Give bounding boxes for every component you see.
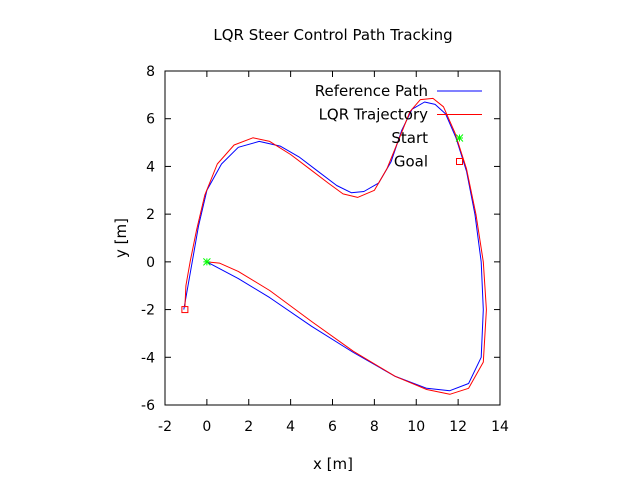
series-lines: [183, 97, 487, 395]
legend-swatch-goal: [456, 158, 463, 165]
point-goal: [181, 306, 189, 314]
point-start: [203, 258, 211, 266]
y-tick-label: 0: [146, 255, 155, 271]
series-line-lqr-trajectory: [184, 97, 487, 395]
x-axis-title: x [m]: [313, 455, 353, 473]
x-tick-label: -2: [158, 419, 172, 435]
x-tick-label: 2: [244, 419, 253, 435]
x-tick-label: 6: [328, 419, 337, 435]
x-tick-label: 10: [407, 419, 425, 435]
legend: Reference Path LQR Trajectory Start Goal: [315, 82, 482, 171]
legend-label-goal: Goal: [394, 153, 428, 171]
x-tick-label: 12: [449, 419, 467, 435]
x-tick-label: 4: [286, 419, 295, 435]
x-tick-label: 14: [491, 419, 509, 435]
y-tick-label: 8: [146, 64, 155, 80]
y-tick-label: -2: [141, 303, 155, 319]
x-tick-label: 0: [202, 419, 211, 435]
legend-label-lqr-trajectory: LQR Trajectory: [319, 106, 429, 124]
legend-swatch-start: [455, 134, 464, 142]
tick-marks: [164, 70, 501, 406]
y-tick-label: -4: [141, 350, 155, 366]
y-tick-label: 2: [146, 207, 155, 223]
series-line-reference-path: [183, 101, 484, 392]
y-tick-label: 4: [146, 159, 155, 175]
y-axis-title: y [m]: [112, 218, 130, 258]
series-markers: [181, 258, 211, 314]
y-tick-label: -6: [141, 398, 155, 414]
y-tick-label: 6: [146, 112, 155, 128]
legend-label-reference-path: Reference Path: [315, 82, 428, 100]
legend-label-start: Start: [391, 129, 428, 147]
x-tick-label: 8: [370, 419, 379, 435]
tick-labels: -2 0 2 4 6 8 10 12 14 -6 -4 -2 0 2 4 6 8: [141, 64, 509, 435]
chart-title: LQR Steer Control Path Tracking: [213, 26, 452, 44]
